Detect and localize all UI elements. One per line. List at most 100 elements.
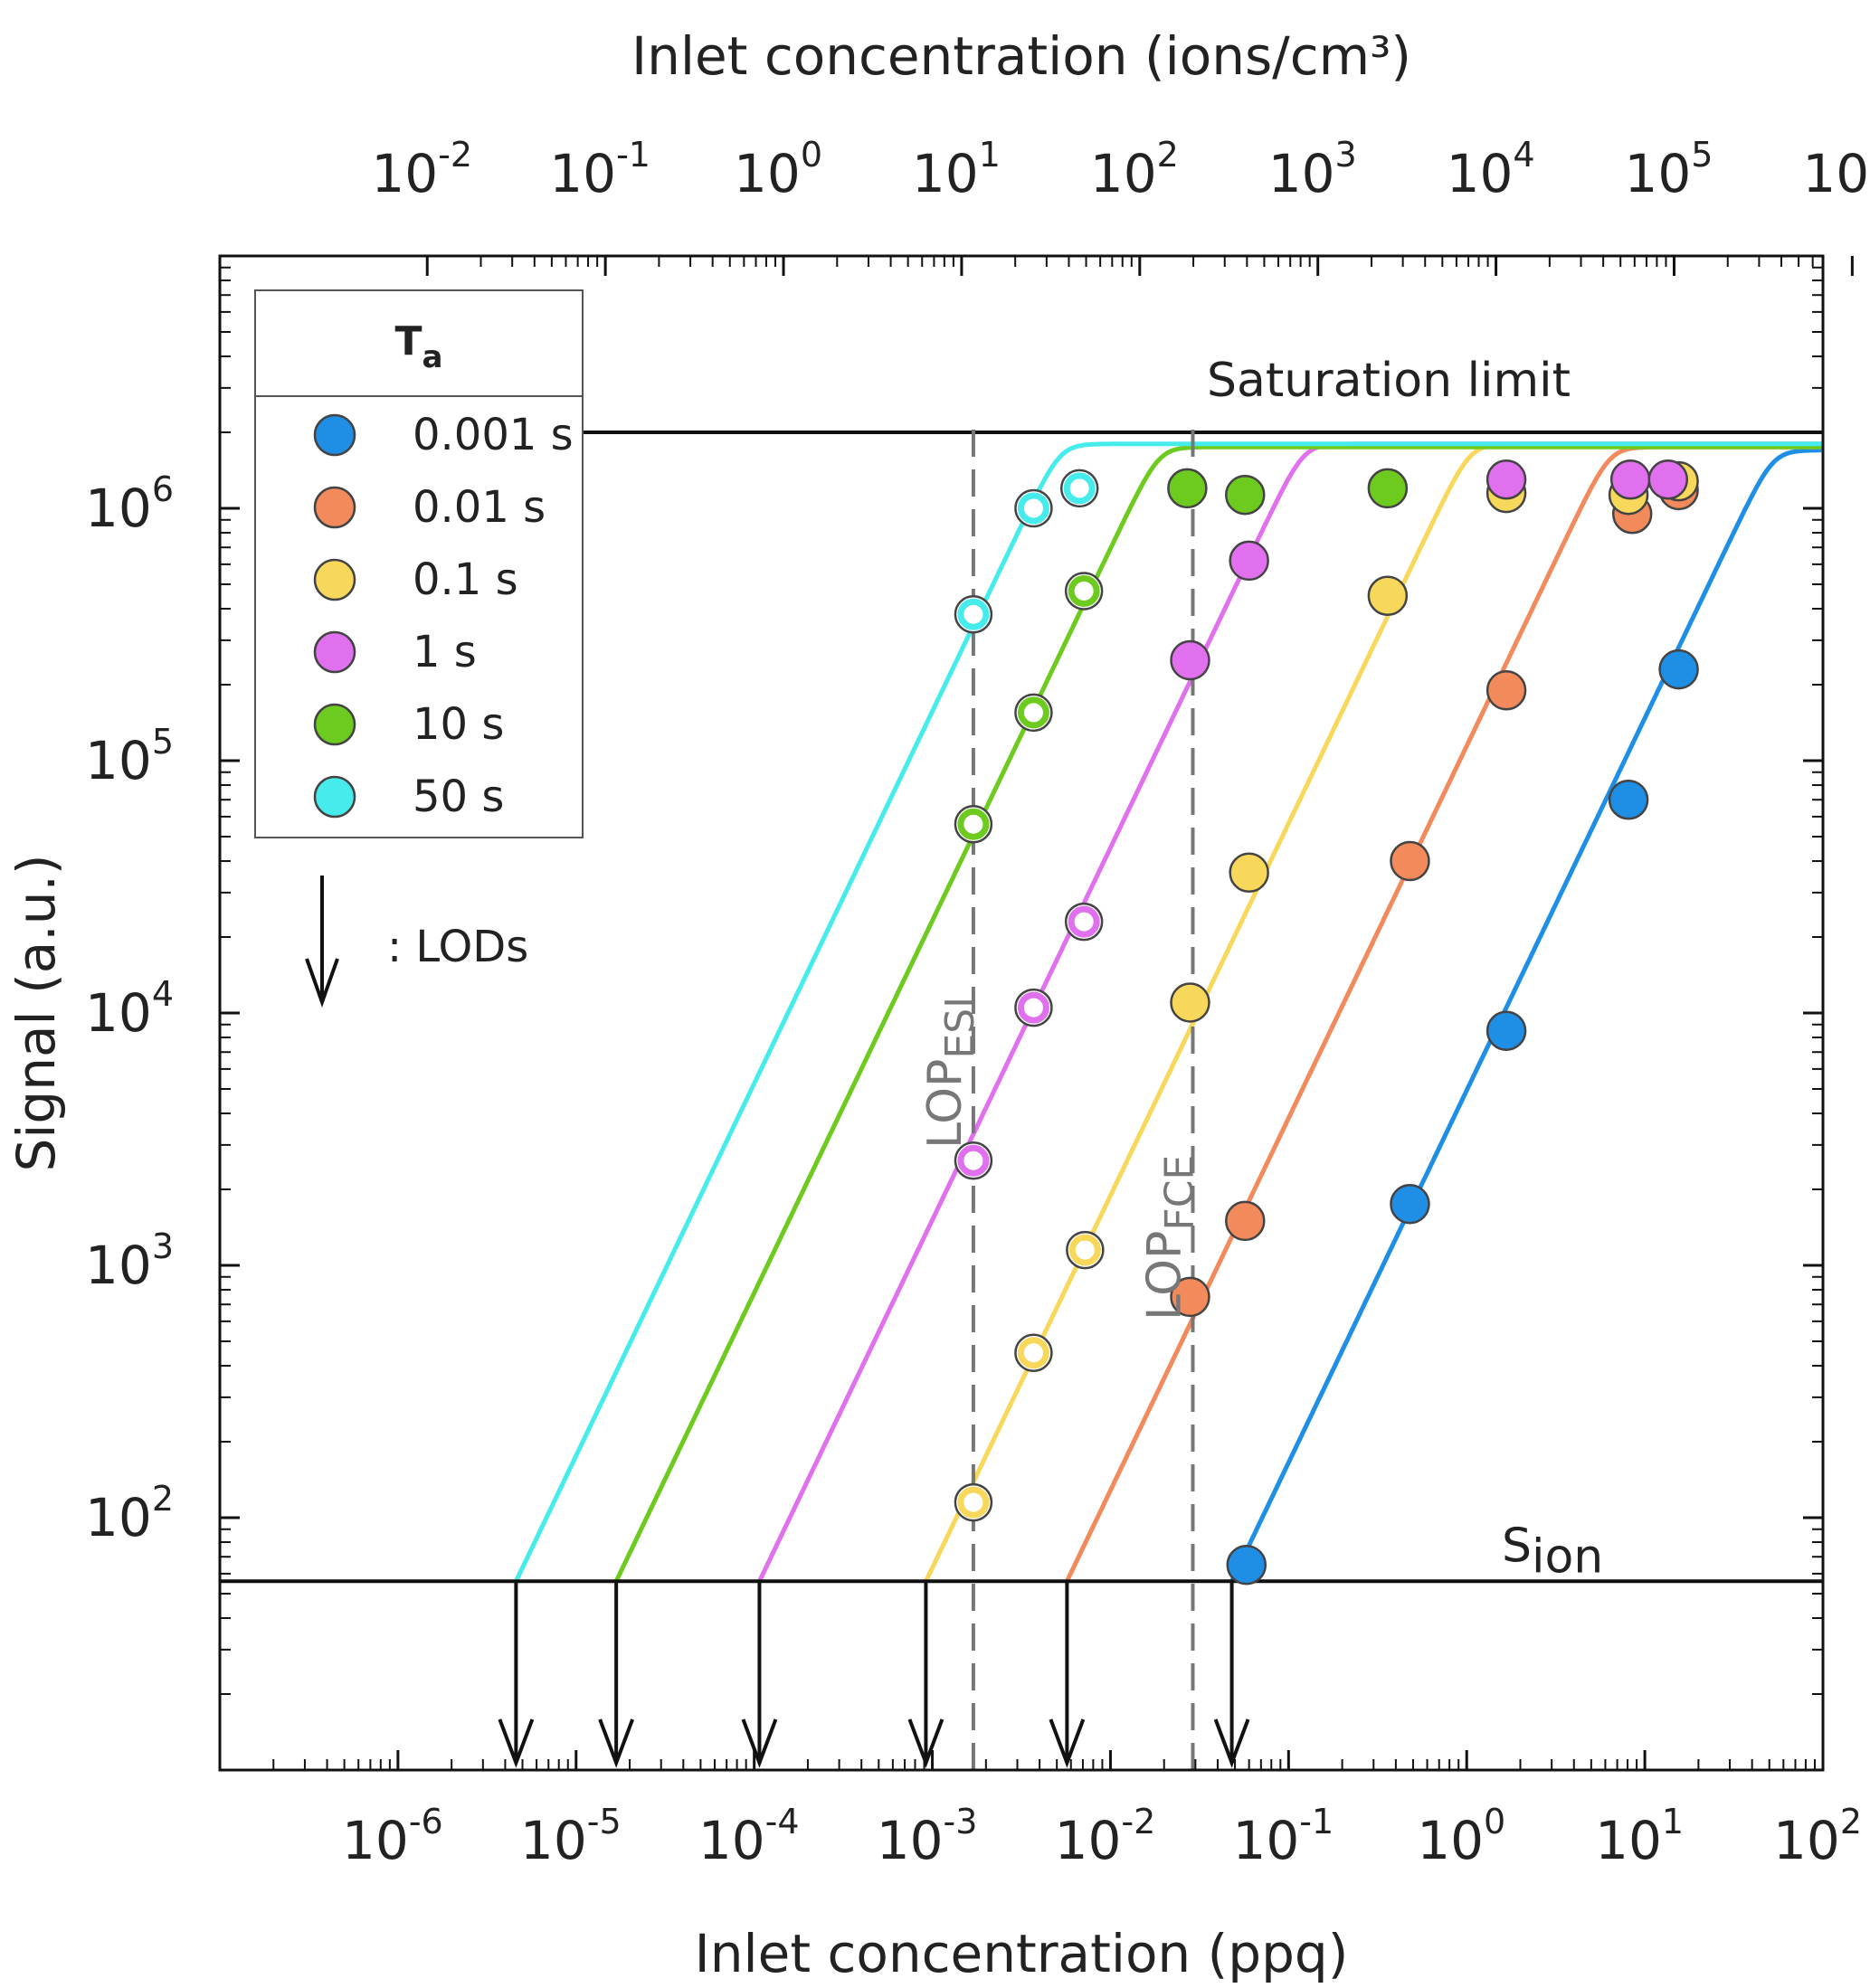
y-axis-title: Signal (a.u.) — [5, 854, 67, 1171]
x-tick-label: 10-3 — [877, 1802, 978, 1871]
data-point — [1225, 474, 1266, 516]
x-tick-label: 10-6 — [342, 1802, 443, 1871]
x-axis-title: Inlet concentration (ppq) — [695, 1923, 1349, 1984]
lods-legend-arrow-head — [305, 958, 339, 1008]
legend-marker — [313, 558, 356, 601]
data-point — [1229, 540, 1269, 582]
x-tick-label: 10-4 — [698, 1802, 800, 1871]
x2-tick-label: 10-2 — [371, 135, 472, 204]
y-tick-label: 105 — [85, 722, 174, 791]
legend-label: 1 s — [413, 627, 477, 677]
data-point — [1064, 902, 1104, 942]
data-point — [1014, 693, 1053, 733]
data-point — [1390, 1183, 1430, 1225]
legend-label: 10 s — [413, 699, 504, 750]
y-tick-label: 102 — [85, 1479, 174, 1548]
fit-line-3 — [757, 441, 1823, 1583]
x2-tick-label: 106 — [1802, 135, 1870, 204]
legend-marker — [313, 486, 356, 529]
legend-marker — [313, 630, 356, 674]
fit-line-2 — [924, 441, 1822, 1583]
x-tick-label: 10-2 — [1055, 1802, 1156, 1871]
x2-tick-label: 102 — [1090, 135, 1179, 204]
x2-tick-label: 10-1 — [549, 135, 650, 204]
x-tick-label: 100 — [1417, 1802, 1505, 1871]
legend-label: 0.001 s — [413, 410, 574, 460]
legend-title: Ta — [395, 318, 443, 375]
data-point — [1608, 779, 1649, 820]
fit-line-0 — [1229, 448, 1822, 1583]
legend-item: 0.01 s — [313, 482, 546, 533]
x-tick-label: 101 — [1595, 1802, 1684, 1871]
data-point — [1647, 459, 1689, 500]
data-point — [954, 1141, 993, 1180]
legend-item: 0.001 s — [313, 410, 574, 460]
data-point — [1167, 468, 1208, 509]
fit-line-5 — [514, 441, 1822, 1583]
x-tick-label: 10-1 — [1232, 1802, 1334, 1871]
fit-line-4 — [613, 444, 1823, 1583]
x2-tick-label: 100 — [734, 135, 822, 204]
points-layer — [954, 459, 1699, 1586]
legend-label: 0.01 s — [413, 482, 546, 533]
data-point — [1064, 572, 1104, 611]
data-point — [1014, 488, 1053, 528]
lod-arrow-head-3 — [907, 1718, 944, 1768]
data-point — [1486, 1010, 1527, 1051]
lods-legend-label: : LODs — [387, 922, 528, 972]
lod-arrow-head-5 — [1213, 1718, 1250, 1768]
lod-arrow-head-2 — [741, 1718, 778, 1768]
data-point — [954, 805, 993, 844]
data-point — [1609, 459, 1651, 500]
data-point — [1014, 1333, 1053, 1373]
x-tick-label: 10-5 — [520, 1802, 622, 1871]
data-point — [1658, 648, 1699, 690]
data-point — [954, 594, 993, 634]
data-point — [1170, 982, 1210, 1023]
lod-arrow-head-0 — [498, 1718, 535, 1768]
data-point — [1486, 459, 1527, 500]
x2-axis-title: Inlet concentration (ions/cm³) — [631, 25, 1411, 87]
data-point — [1390, 840, 1430, 882]
saturation-label: Saturation limit — [1207, 354, 1571, 408]
lop-label-1: LOPFCE — [1137, 1155, 1202, 1321]
legend-marker — [313, 703, 356, 746]
data-point — [1014, 988, 1053, 1027]
data-point — [1367, 575, 1409, 617]
y-tick-label: 106 — [85, 469, 174, 539]
legend-item: 0.1 s — [313, 554, 518, 605]
data-point — [1229, 852, 1269, 894]
x2-tick-label: 103 — [1268, 135, 1357, 204]
legend-item: 1 s — [313, 627, 477, 677]
labels-layer: Saturation limit Sion LOPESI LOPFCE 10-6 10-5… — [5, 25, 1870, 1984]
frame-layer — [218, 254, 1854, 1772]
legend-item: 10 s — [313, 699, 504, 750]
data-point — [1486, 669, 1527, 711]
legend-label: 0.1 s — [413, 554, 518, 605]
data-point — [1367, 468, 1409, 509]
y-tick-label: 104 — [85, 974, 174, 1044]
legend-label: 50 s — [413, 772, 504, 822]
lod-arrow-head-1 — [598, 1718, 635, 1768]
data-point — [1225, 1200, 1266, 1242]
legend-item: 50 s — [313, 772, 504, 822]
sion-label: Sion — [1502, 1519, 1603, 1584]
x-tick-label: 102 — [1773, 1802, 1862, 1871]
lines-layer — [220, 430, 1823, 1770]
legend-marker — [313, 775, 356, 819]
lop-label-0: LOPESI — [918, 997, 983, 1149]
data-point — [1059, 469, 1099, 508]
data-point — [954, 1482, 993, 1522]
data-point — [1226, 1544, 1267, 1586]
x2-tick-label: 105 — [1624, 135, 1713, 204]
data-point — [1170, 639, 1210, 681]
legend: Ta 0.001 s 0.01 s 0.1 s 1 s 10 s 50 s : LODs — [254, 289, 584, 1008]
legend-box — [254, 289, 584, 838]
x2-tick-label: 101 — [912, 135, 1001, 204]
y-tick-label: 103 — [85, 1226, 174, 1296]
legend-marker — [313, 413, 356, 457]
data-point — [1170, 1276, 1210, 1318]
data-point — [1066, 1230, 1105, 1270]
x2-tick-label: 104 — [1447, 135, 1535, 204]
